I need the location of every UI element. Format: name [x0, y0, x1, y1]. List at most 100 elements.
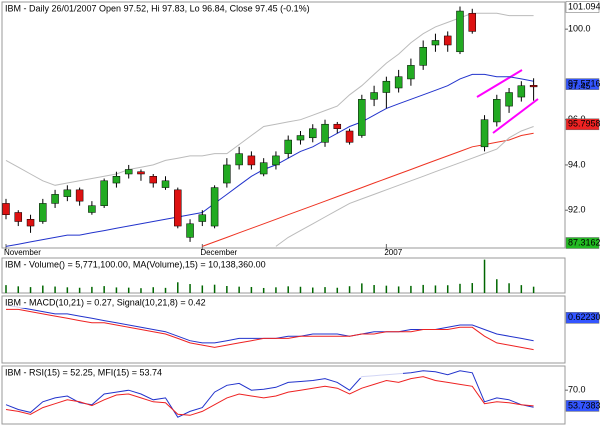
candle-body	[14, 212, 23, 222]
volume-bar	[508, 283, 510, 293]
panel-frame	[1, 257, 566, 294]
candle-body	[431, 40, 440, 46]
trend-line	[492, 98, 539, 134]
y-tick-label: 92.0	[568, 205, 586, 215]
trend-line	[476, 69, 523, 98]
candle-body	[75, 189, 84, 202]
candle-body	[124, 169, 133, 175]
volume-bar	[385, 285, 388, 293]
axis-label: 0.622301	[568, 312, 600, 322]
candle-body	[112, 176, 121, 184]
panel-frame	[1, 365, 566, 425]
volume-bar	[127, 287, 130, 293]
candle-body	[2, 203, 10, 215]
title-backdrop	[3, 3, 403, 14]
volume-bar	[103, 286, 105, 293]
axis-label-box	[565, 237, 600, 249]
indicator-line	[5, 73, 534, 247]
volume-bar	[324, 287, 326, 293]
panel-title: IBM - MACD(10,21) = 0.27, Signal(10,21,8…	[5, 297, 206, 307]
candle-body	[394, 76, 403, 89]
axis-label: 101.094	[568, 1, 600, 11]
candle-body	[468, 13, 477, 32]
x-tick-label: December	[200, 248, 237, 257]
candle-body	[517, 85, 526, 98]
panel-title: IBM - RSI(15) = 52.25, MFI(15) = 53.74	[5, 367, 162, 377]
candle-body	[259, 162, 268, 175]
candle-body	[223, 164, 231, 184]
candle-body	[100, 180, 108, 206]
indicator-line	[6, 308, 534, 351]
y-tick-label: 100.0	[568, 24, 591, 34]
volume-bar	[140, 288, 142, 293]
candle-body	[272, 155, 280, 166]
volume-bar	[262, 287, 265, 293]
indicator-line	[5, 370, 534, 418]
candle-body	[161, 180, 170, 188]
indicator-line	[202, 132, 534, 247]
volume-bar	[336, 287, 339, 293]
axis-label-box	[565, 118, 600, 131]
candle-body	[493, 99, 501, 123]
title-backdrop	[3, 297, 403, 308]
volume-bar	[54, 286, 56, 293]
volume-bar	[177, 282, 179, 293]
title-backdrop	[3, 259, 403, 270]
candle-body	[186, 223, 194, 238]
candle-body	[505, 92, 513, 107]
indicator-line	[275, 126, 534, 247]
volume-bar	[17, 286, 20, 293]
panel-frame	[1, 1, 566, 249]
axis-label-box	[565, 312, 600, 324]
volume-bar	[66, 287, 69, 293]
axis-label: 87.3162	[568, 237, 600, 247]
volume-bar	[164, 287, 167, 293]
panel-title: IBM - Daily 26/01/2007 Open 97.52, Hi 97…	[5, 3, 310, 13]
candle-body	[174, 189, 182, 227]
candle-body	[39, 203, 47, 222]
candle-body	[529, 85, 538, 88]
candle-body	[419, 47, 427, 66]
title-backdrop	[3, 367, 403, 378]
candle-body	[370, 92, 378, 100]
volume-bar	[496, 279, 498, 293]
volume-bar	[312, 287, 314, 293]
volume-bar	[238, 286, 240, 293]
volume-bar	[226, 286, 228, 293]
volume-bar	[5, 285, 7, 293]
volume-bar	[483, 259, 486, 293]
volume-bar	[189, 284, 191, 293]
volume-bar	[520, 285, 523, 293]
candle-body	[26, 219, 35, 227]
axis-label: 97.5716	[568, 78, 600, 88]
volume-bar	[459, 283, 461, 293]
volume-bar	[348, 286, 351, 293]
volume-bar	[275, 287, 277, 293]
volume-bar	[29, 287, 32, 293]
candle-body	[480, 119, 489, 148]
volume-bar	[201, 285, 204, 293]
candle-body	[333, 123, 342, 129]
x-tick-label: November	[4, 248, 41, 257]
candle-body	[456, 10, 464, 53]
axis-label: 95.7958	[568, 119, 600, 129]
candle-body	[284, 139, 292, 154]
volume-bar	[422, 284, 424, 293]
volume-bar	[287, 286, 289, 293]
volume-bar	[434, 285, 437, 293]
candle-body	[51, 194, 59, 204]
candle-body	[296, 135, 305, 141]
volume-bar	[373, 285, 375, 293]
candle-body	[198, 214, 207, 222]
candle-body	[321, 123, 329, 143]
candle-body	[358, 99, 366, 136]
y-tick-label: 94.0	[568, 159, 586, 169]
candle-body	[149, 176, 157, 184]
panel-title: IBM - Volume() = 5,771,100.00, MA(Volume…	[5, 259, 266, 269]
candle-body	[88, 205, 96, 213]
volume-bar	[115, 287, 118, 293]
candle-body	[443, 35, 452, 46]
candle-body	[382, 80, 391, 93]
volume-bar	[152, 287, 154, 293]
